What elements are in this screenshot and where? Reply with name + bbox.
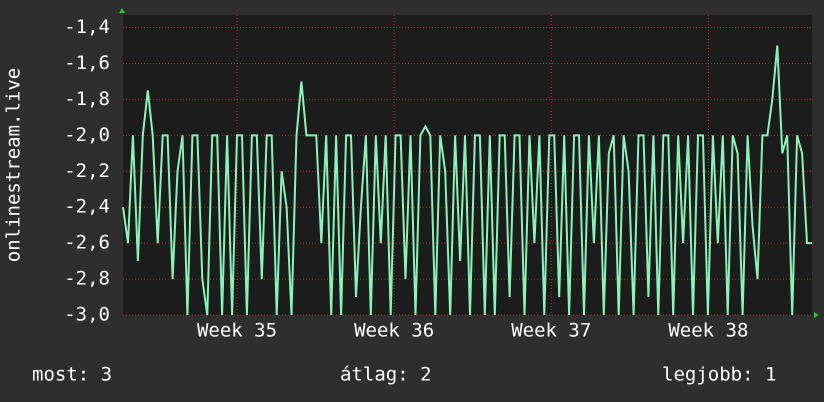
- y-tick-label: -2,8: [64, 268, 110, 290]
- y-tick-label: -2,6: [64, 232, 110, 254]
- x-tick-label: Week 36: [354, 320, 434, 342]
- data-line: [122, 45, 812, 316]
- footer-stat: most: 3: [32, 364, 112, 386]
- y-tick-label: -1,6: [64, 52, 110, 74]
- axis-arrow: [814, 312, 819, 318]
- y-tick-label: -2,0: [64, 124, 110, 146]
- x-tick-label: Week 38: [668, 320, 748, 342]
- y-tick-label: -2,4: [64, 196, 110, 218]
- y-tick-label: -1,4: [64, 16, 110, 38]
- y-tick-label: -3,0: [64, 304, 110, 326]
- y-tick-label: -1,8: [64, 88, 110, 110]
- footer-stat: legjobb: 1: [662, 364, 776, 386]
- axis-arrow: [119, 8, 125, 13]
- x-tick-label: Week 37: [511, 320, 591, 342]
- x-tick-label: Week 35: [197, 320, 277, 342]
- y-axis-label: onlinestream.live: [3, 68, 25, 262]
- y-tick-label: -2,2: [64, 160, 110, 182]
- footer-stat: átlag: 2: [340, 364, 432, 386]
